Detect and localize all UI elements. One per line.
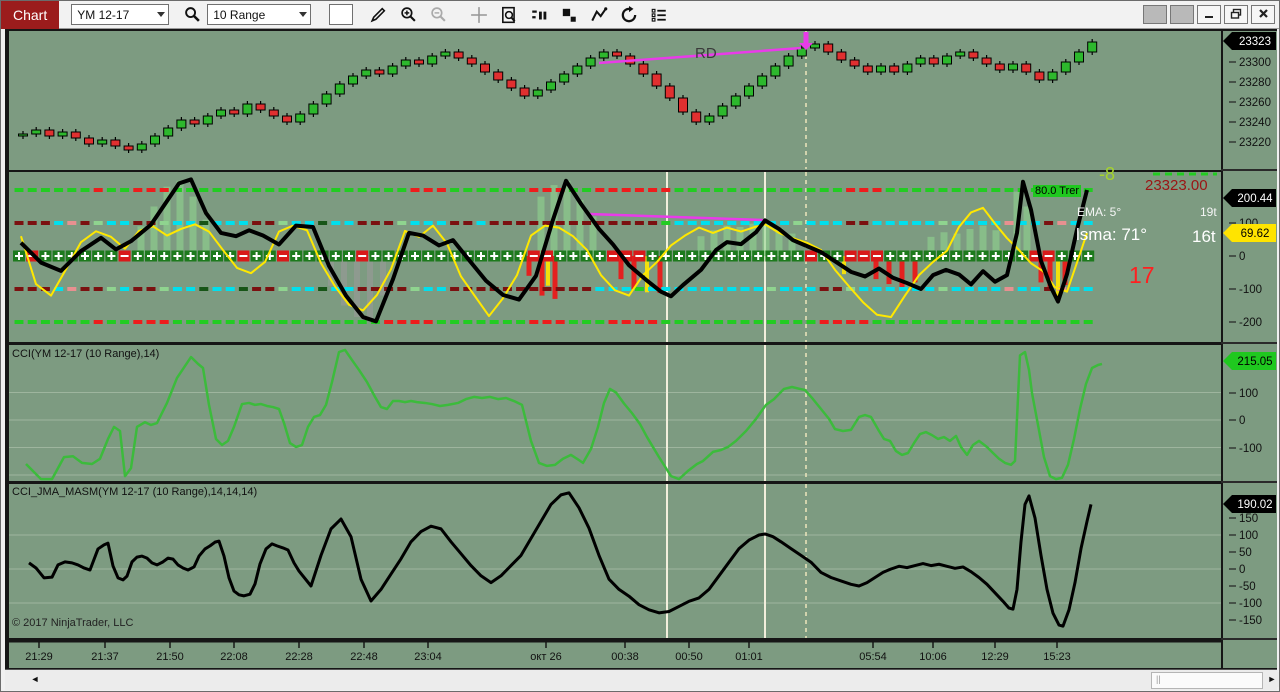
- svg-text:0: 0: [1239, 251, 1245, 263]
- draw-button[interactable]: [366, 4, 390, 26]
- data-box-button[interactable]: [497, 4, 521, 26]
- close-icon: [1258, 7, 1269, 22]
- refresh-icon: [620, 5, 638, 24]
- svg-text:21:37: 21:37: [91, 651, 119, 663]
- svg-text:23280: 23280: [1239, 77, 1271, 89]
- zigzag-line-icon: [590, 6, 608, 24]
- zoom-out-button[interactable]: [426, 4, 450, 26]
- svg-text:200.44: 200.44: [1237, 193, 1273, 205]
- blocks-icon: [560, 6, 578, 24]
- svg-text:22:08: 22:08: [220, 651, 248, 663]
- zoom-out-icon: [430, 6, 447, 23]
- scroll-right-button[interactable]: ►: [1264, 672, 1279, 687]
- svg-text:150: 150: [1239, 513, 1258, 525]
- svg-text:23220: 23220: [1239, 137, 1271, 149]
- bar-style-icon: [530, 6, 548, 24]
- window-extra-button-1[interactable]: [1143, 5, 1167, 24]
- svg-text:-150: -150: [1239, 615, 1262, 627]
- interval-select[interactable]: 10 Range: [207, 4, 312, 25]
- list-icon: [650, 6, 668, 24]
- svg-text:12:29: 12:29: [981, 651, 1009, 663]
- ema-label: EMA: 5°: [1077, 205, 1122, 219]
- svg-text:-100: -100: [1239, 598, 1262, 610]
- window-extra-button-2[interactable]: [1170, 5, 1194, 24]
- scroll-left-button[interactable]: ◄: [27, 672, 43, 687]
- svg-text:22:28: 22:28: [285, 651, 313, 663]
- svg-text:0: 0: [1239, 564, 1245, 576]
- scroll-left-icon: ◄: [30, 674, 40, 684]
- chevron-down-icon: [157, 12, 166, 17]
- svg-text:23300: 23300: [1239, 57, 1271, 69]
- minus8-value: -8: [1099, 164, 1116, 184]
- minimize-icon: [1203, 7, 1215, 22]
- copyright-label: © 2017 NinjaTrader, LLC: [12, 617, 134, 629]
- svg-text:22:48: 22:48: [350, 651, 378, 663]
- svg-text:21:50: 21:50: [156, 651, 184, 663]
- trend-tag: 80.0 Trer: [1033, 185, 1082, 197]
- svg-text:100: 100: [1239, 530, 1258, 542]
- horizontal-scrollbar: ◄ || ►: [5, 669, 1279, 690]
- ema-ticks-value: 19t: [1200, 205, 1217, 219]
- lsma-label: lsma: 71°: [1076, 225, 1148, 244]
- svg-text:окт 26: окт 26: [530, 651, 561, 663]
- svg-text:-100: -100: [1239, 284, 1262, 296]
- scroll-right-icon: ►: [1267, 674, 1277, 684]
- interval-value: 10 Range: [213, 7, 266, 22]
- scrollbar-handle[interactable]: ||: [1156, 674, 1161, 684]
- color-swatch-button[interactable]: [329, 4, 354, 25]
- scrollbar-track[interactable]: ||: [1151, 672, 1263, 689]
- instrument-value: YM 12-17: [77, 7, 130, 22]
- svg-text:100: 100: [1239, 388, 1258, 400]
- restore-button[interactable]: [1224, 5, 1248, 24]
- window-title: Chart: [1, 1, 60, 29]
- svg-text:05:54: 05:54: [859, 651, 887, 663]
- minimize-button[interactable]: [1197, 5, 1221, 24]
- svg-text:23260: 23260: [1239, 97, 1271, 109]
- svg-text:23323: 23323: [1239, 36, 1271, 48]
- restore-icon: [1230, 7, 1242, 22]
- svg-text:-100: -100: [1239, 443, 1262, 455]
- chart-style-button[interactable]: [527, 4, 551, 26]
- lsma-ticks-value: 16t: [1192, 227, 1216, 246]
- zoom-in-button[interactable]: [396, 4, 420, 26]
- panels-button[interactable]: [557, 4, 581, 26]
- properties-button[interactable]: [647, 4, 671, 26]
- svg-text:0: 0: [1239, 415, 1245, 427]
- reload-button[interactable]: [617, 4, 641, 26]
- svg-text:215.05: 215.05: [1237, 356, 1272, 368]
- chart-canvas[interactable]: 23300 23280 23260 23240 23220 23323 100 0 -100 -2…: [5, 29, 1277, 669]
- cci-panel-label: CCI(YM 12-17 (10 Range),14): [12, 348, 160, 360]
- crosshair-icon: [470, 6, 488, 24]
- crosshair-button[interactable]: [467, 4, 491, 26]
- svg-text:190.02: 190.02: [1237, 499, 1272, 511]
- svg-text:00:38: 00:38: [611, 651, 639, 663]
- rd-annotation-label: RD: [695, 45, 717, 62]
- document-search-icon: [500, 6, 518, 24]
- svg-text:00:50: 00:50: [675, 651, 703, 663]
- svg-text:21:29: 21:29: [25, 651, 53, 663]
- svg-text:50: 50: [1239, 547, 1252, 559]
- last-price-value: 23323.00: [1145, 177, 1208, 194]
- instrument-select[interactable]: YM 12-17: [71, 4, 170, 25]
- zoom-in-icon: [400, 6, 417, 23]
- instrument-search-button[interactable]: [180, 4, 204, 26]
- svg-text:15:23: 15:23: [1043, 651, 1071, 663]
- svg-text:23:04: 23:04: [414, 651, 442, 663]
- window-controls: [1140, 5, 1279, 24]
- chevron-down-icon: [299, 12, 308, 17]
- svg-text:01:01: 01:01: [735, 651, 763, 663]
- svg-text:-50: -50: [1239, 581, 1256, 593]
- cci-jma-panel-label: CCI_JMA_MASM(YM 12-17 (10 Range),14,14,1…: [12, 486, 258, 498]
- indicator-button[interactable]: [587, 4, 611, 26]
- svg-text:23240: 23240: [1239, 117, 1271, 129]
- svg-text:69.62: 69.62: [1241, 228, 1270, 240]
- svg-text:-200: -200: [1239, 317, 1262, 329]
- count-17-value: 17: [1129, 262, 1155, 288]
- close-button[interactable]: [1251, 5, 1275, 24]
- svg-text:10:06: 10:06: [919, 651, 947, 663]
- search-icon: [184, 6, 201, 23]
- pencil-icon: [370, 6, 387, 23]
- toolbar: Chart YM 12-17 10 Range: [1, 1, 1279, 29]
